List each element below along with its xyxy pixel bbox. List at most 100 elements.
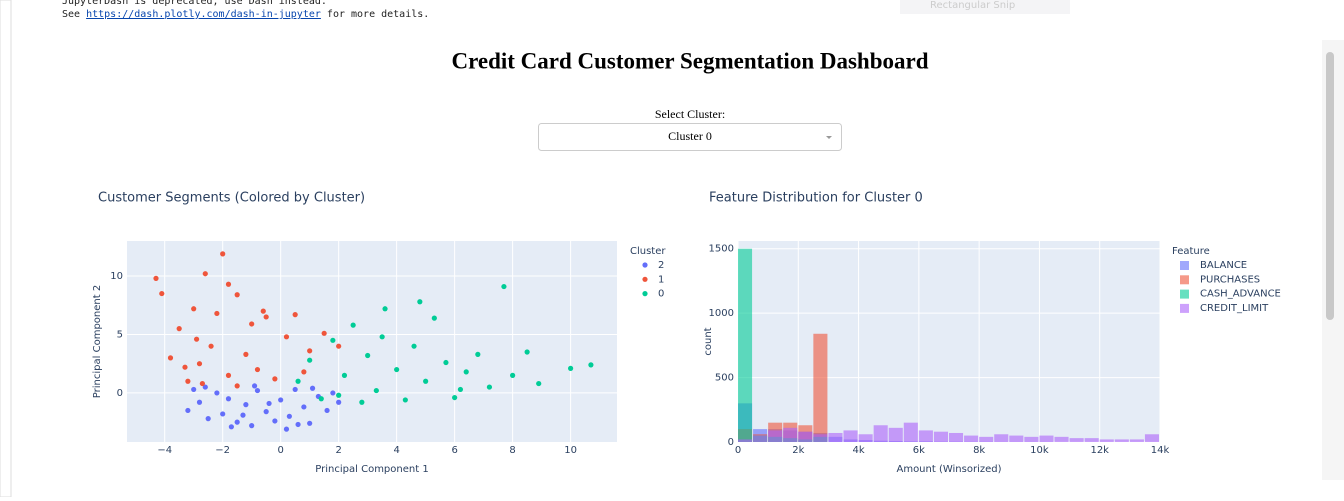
point [443,360,448,365]
bar [828,433,842,442]
point [240,413,245,418]
warning-text: JupyterDash is deprecated, use Dash inst… [62,0,327,7]
point [319,396,324,401]
point [208,344,213,349]
point [301,404,306,409]
point [365,353,370,358]
point [182,365,187,370]
y-axis-label: Principal Component 2 [92,285,103,398]
bar [1024,437,1038,442]
bar [994,434,1008,442]
point [423,379,428,384]
point [264,314,269,319]
snip-label: Rectangular Snip [930,0,1015,11]
bar [1100,439,1114,442]
point [226,396,231,401]
point [206,416,211,421]
point [501,284,506,289]
x-axis-label: Amount (Winsorized) [896,464,1001,475]
bar [738,249,752,442]
point [464,369,469,374]
point [249,321,254,326]
bar [949,433,963,442]
point [220,411,225,416]
point [588,362,593,367]
point [185,408,190,413]
legend-label: 1 [658,274,664,285]
bar [753,436,767,442]
point [287,414,292,419]
point [266,401,271,406]
point [168,355,173,360]
legend-title: Cluster [630,246,666,257]
legend-marker [642,277,647,282]
x-tick-label: 2k [792,445,804,456]
point [194,337,199,342]
doc-link[interactable]: https://dash.plotly.com/dash-in-jupyter [86,9,321,20]
legend-title: Feature [1172,246,1210,257]
point [255,388,260,393]
legend-marker [642,291,647,296]
y-tick-label: 1500 [709,244,734,255]
legend-marker [1180,275,1189,284]
point [197,400,202,405]
point [322,331,327,336]
x-tick-label: 10k [1030,445,1049,456]
point [307,348,312,353]
point [307,421,312,426]
point [452,395,457,400]
point [403,397,408,402]
dashboard-title: Credit Card Customer Segmentation Dashbo… [451,48,928,73]
plot-area [738,241,1160,442]
point [272,418,277,423]
point [220,251,225,256]
point [374,388,379,393]
bar [844,430,858,442]
x-tick-label: 4 [393,445,399,456]
bar [783,428,797,442]
bar [859,434,873,442]
point [351,323,356,328]
point [310,386,315,391]
bar [813,334,827,442]
point [177,326,182,331]
bar [874,425,888,442]
point [380,334,385,339]
see-prefix: See [62,9,86,20]
bar [1009,436,1023,442]
legend-label: CREDIT_LIMIT [1200,303,1269,314]
bar [798,432,812,442]
point [525,349,530,354]
bar [1085,438,1099,442]
point [568,366,573,371]
y-tick-label: 10 [110,271,123,282]
point [272,376,277,381]
point [185,379,190,384]
point [229,424,234,429]
dropdown-value[interactable]: Cluster 0 [668,129,712,143]
select-label: Select Cluster: [655,107,725,121]
x-tick-label: 12k [1090,445,1109,456]
y-tick-label: 5 [117,329,123,340]
point [336,400,341,405]
point [252,383,257,388]
legend-label: CASH_ADVANCE [1200,289,1281,300]
bar [919,430,933,442]
legend-label: 2 [658,260,664,271]
point [475,352,480,357]
point [200,381,205,386]
point [359,400,364,405]
x-tick-label: 6k [913,445,925,456]
point [214,390,219,395]
legend-label: BALANCE [1200,260,1247,271]
point [278,397,283,402]
scroll-thumb[interactable] [1326,52,1334,320]
point [226,373,231,378]
point [295,422,300,427]
point [342,373,347,378]
chart-title: Feature Distribution for Cluster 0 [709,191,923,206]
bar [813,434,827,442]
bar [1115,439,1129,442]
y-tick-label: 1000 [709,308,734,319]
